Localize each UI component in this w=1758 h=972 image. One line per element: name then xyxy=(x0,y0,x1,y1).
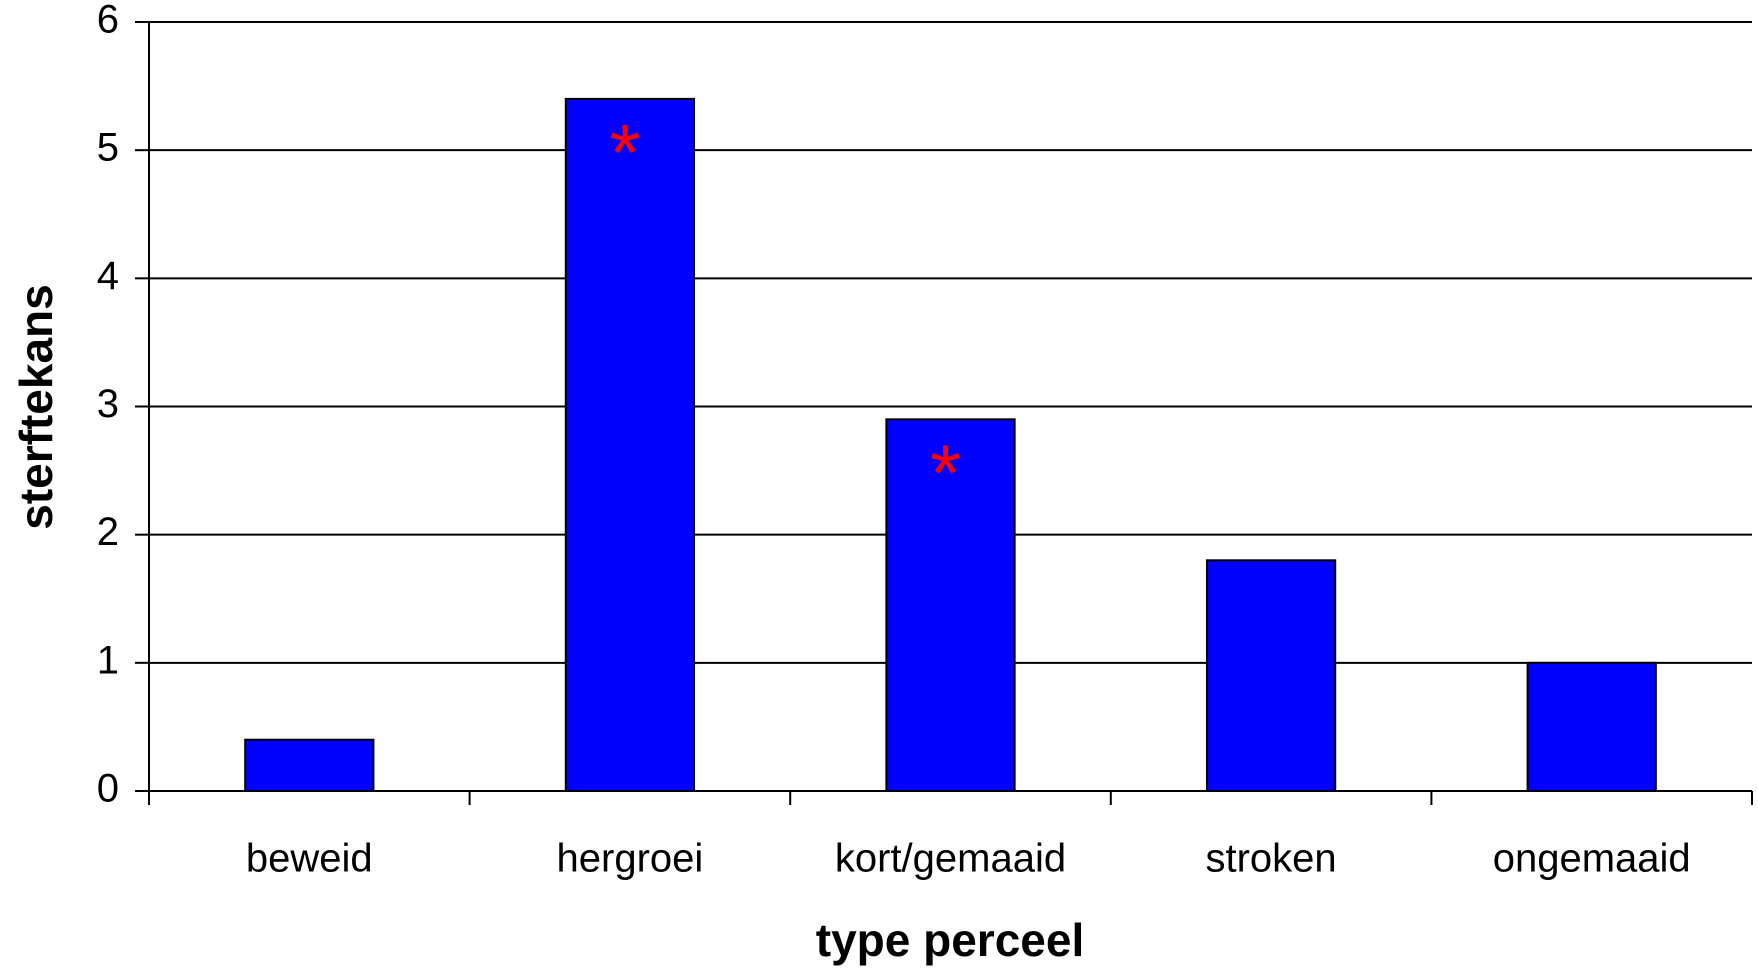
y-tick-label: 5 xyxy=(97,126,119,170)
y-tick-label: 4 xyxy=(97,254,119,298)
x-tick-label: beweid xyxy=(246,837,373,881)
x-tick-label: kort/gemaaid xyxy=(835,837,1066,881)
x-tick-label: ongemaaid xyxy=(1493,837,1691,881)
bar xyxy=(244,738,375,793)
y-tick-label: 6 xyxy=(97,0,119,42)
y-tick-label: 3 xyxy=(97,382,119,426)
y-axis-title: sterftekans xyxy=(10,284,62,529)
y-tick-label: 2 xyxy=(97,510,119,554)
x-axis-title: type perceel xyxy=(816,914,1084,966)
bar xyxy=(885,418,1016,792)
bar xyxy=(1526,661,1657,792)
bar xyxy=(564,97,696,792)
y-tick-label: 0 xyxy=(97,767,119,811)
x-tick-label: hergroei xyxy=(557,837,704,881)
y-tick-label: 1 xyxy=(97,638,119,682)
bar xyxy=(1205,559,1337,792)
annotation: * xyxy=(609,108,640,197)
x-tick-label: stroken xyxy=(1206,837,1337,881)
annotation: * xyxy=(930,428,961,517)
